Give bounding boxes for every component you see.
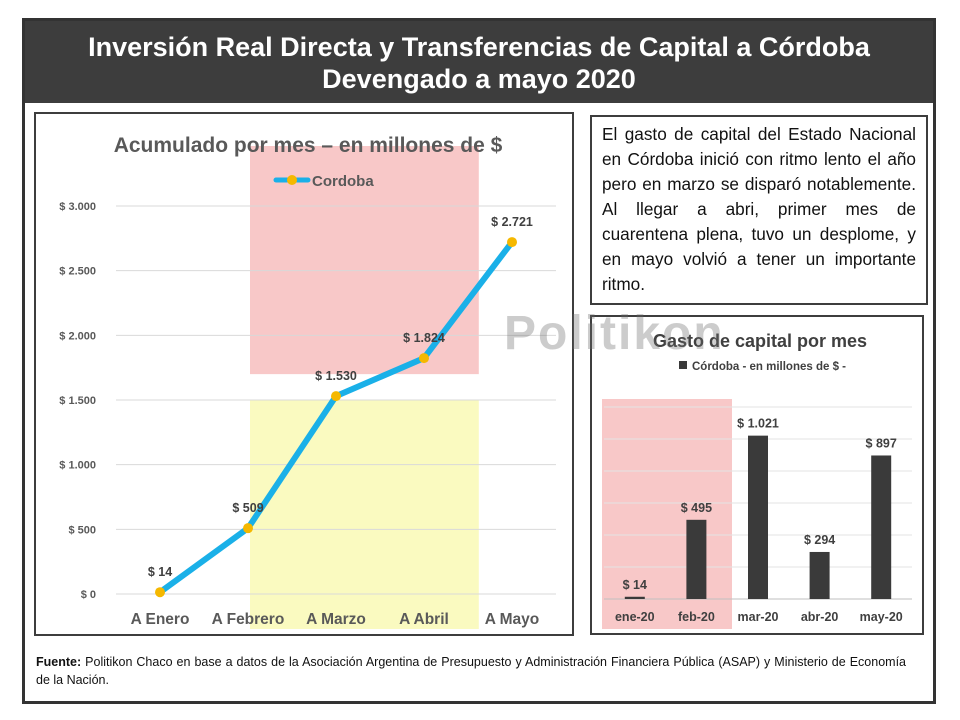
y-tick-label: $ 2.500 <box>59 266 96 278</box>
x-tick-label: A Marzo <box>306 611 366 628</box>
y-tick-label: $ 500 <box>68 524 96 536</box>
bar-data-label: $ 294 <box>804 533 835 547</box>
data-label: $ 14 <box>148 565 172 579</box>
bar-data-label: $ 897 <box>866 436 897 450</box>
data-label: $ 1.824 <box>403 331 445 345</box>
bar-chart-title: Gasto de capital por mes <box>653 331 867 351</box>
bar-legend-swatch <box>679 361 687 369</box>
source-label: Fuente: <box>36 655 82 669</box>
cumulative-line-chart: $ 0 $ 500 $ 1.000 $ 1.500 $ 2.000 $ 2.500 $ 3.… <box>59 134 556 629</box>
bar-data-label: $ 14 <box>623 578 647 592</box>
data-point <box>507 237 517 248</box>
source-note: Fuente: Politikon Chaco en base a datos … <box>36 653 906 689</box>
x-tick-label: A Mayo <box>485 611 540 628</box>
monthly-bar-chart: Gasto de capital por mes Córdoba - en mil… <box>602 331 912 629</box>
data-label: $ 1.530 <box>315 369 357 383</box>
y-tick-label: $ 1.000 <box>59 460 96 472</box>
x-tick-label: A Febrero <box>212 611 285 628</box>
bar-legend-label: Córdoba - en millones de $ - <box>692 361 846 373</box>
bar-x-tick-label: abr-20 <box>801 610 839 624</box>
bar-x-tick-label: may-20 <box>860 610 903 624</box>
highlight-area-bar-chart <box>602 399 732 629</box>
chart-title: Acumulado por mes – en millones de $ <box>114 134 503 157</box>
data-point <box>243 523 253 534</box>
y-tick-label: $ 0 <box>81 589 96 601</box>
data-point <box>331 391 341 402</box>
legend-label: Cordoba <box>312 173 374 190</box>
bar-data-label: $ 495 <box>681 501 712 515</box>
highlight-area-bottom <box>250 400 479 629</box>
bar-x-tick-label: mar-20 <box>738 610 779 624</box>
cumulative-chart-panel: $ 0 $ 500 $ 1.000 $ 1.500 $ 2.000 $ 2.500 $ 3.… <box>34 112 574 636</box>
data-label: $ 509 <box>232 501 263 515</box>
bar <box>686 519 707 599</box>
source-text: Politikon Chaco en base a datos de la As… <box>36 655 906 687</box>
title-line-2: Devengado a mayo 2020 <box>322 64 636 94</box>
y-tick-label: $ 2.000 <box>59 330 96 342</box>
description-box: El gasto de capital del Estado Nacional … <box>590 115 928 305</box>
bar <box>809 551 830 599</box>
bar <box>871 455 892 599</box>
data-label: $ 2.721 <box>491 215 533 229</box>
bar-data-label: $ 1.021 <box>737 417 779 431</box>
bar <box>748 435 768 599</box>
y-tick-label: $ 1.500 <box>59 395 96 407</box>
header: Inversión Real Directa y Transferencias … <box>25 21 933 103</box>
monthly-chart-panel: Gasto de capital por mes Córdoba - en mil… <box>590 315 924 635</box>
data-point <box>419 353 429 364</box>
bar <box>624 596 645 599</box>
legend-marker-swatch <box>287 175 297 185</box>
bar-x-tick-label: ene-20 <box>615 610 655 624</box>
title-line-1: Inversión Real Directa y Transferencias … <box>88 32 870 62</box>
y-tick-label: $ 3.000 <box>59 201 96 213</box>
bar-x-tick-label: feb-20 <box>678 610 715 624</box>
x-tick-label: A Enero <box>131 611 190 628</box>
data-point <box>155 587 165 598</box>
x-tick-label: A Abril <box>399 611 449 628</box>
description-text: El gasto de capital del Estado Nacional … <box>602 124 916 294</box>
